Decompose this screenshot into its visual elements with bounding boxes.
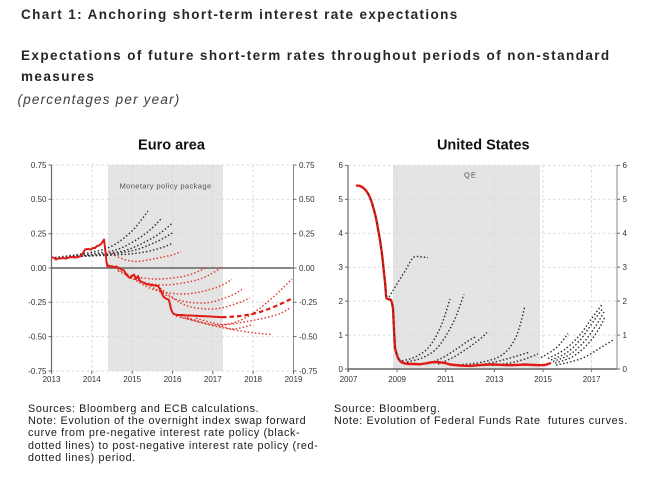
svg-text:2015: 2015 — [534, 375, 552, 384]
svg-text:2014: 2014 — [83, 375, 101, 384]
svg-text:0.75: 0.75 — [31, 161, 47, 170]
svg-text:2013: 2013 — [43, 375, 61, 384]
svg-text:1: 1 — [339, 331, 344, 340]
svg-text:0: 0 — [339, 365, 344, 374]
svg-text:0.75: 0.75 — [299, 161, 315, 170]
svg-text:4: 4 — [339, 229, 344, 238]
svg-text:0.00: 0.00 — [299, 264, 315, 273]
svg-text:2018: 2018 — [244, 375, 262, 384]
svg-text:-0.75: -0.75 — [28, 367, 47, 376]
svg-text:2: 2 — [623, 297, 628, 306]
svg-text:Monetary policy package: Monetary policy package — [119, 182, 211, 191]
svg-text:United States: United States — [437, 138, 530, 154]
svg-text:2019: 2019 — [285, 375, 303, 384]
svg-text:QE: QE — [464, 171, 477, 180]
svg-text:2017: 2017 — [583, 375, 601, 384]
svg-text:2: 2 — [339, 297, 344, 306]
svg-text:3: 3 — [623, 263, 628, 272]
svg-text:2016: 2016 — [164, 375, 182, 384]
svg-text:0.50: 0.50 — [31, 195, 47, 204]
svg-text:-0.25: -0.25 — [28, 298, 47, 307]
svg-text:6: 6 — [623, 161, 628, 170]
svg-text:1: 1 — [623, 331, 628, 340]
svg-text:5: 5 — [623, 195, 628, 204]
svg-text:-0.50: -0.50 — [299, 332, 318, 341]
svg-text:0.25: 0.25 — [31, 230, 47, 239]
svg-text:4: 4 — [623, 229, 628, 238]
svg-text:-0.50: -0.50 — [28, 332, 47, 341]
svg-text:2007: 2007 — [340, 375, 358, 384]
svg-text:2011: 2011 — [437, 375, 455, 384]
svg-text:-0.75: -0.75 — [299, 367, 318, 376]
svg-text:-0.25: -0.25 — [299, 298, 318, 307]
svg-text:Euro area: Euro area — [138, 138, 206, 154]
svg-text:0.25: 0.25 — [299, 230, 315, 239]
svg-text:2009: 2009 — [388, 375, 406, 384]
svg-text:2017: 2017 — [204, 375, 222, 384]
svg-text:0.50: 0.50 — [299, 195, 315, 204]
svg-text:2015: 2015 — [123, 375, 141, 384]
svg-text:3: 3 — [339, 263, 344, 272]
svg-text:0.00: 0.00 — [31, 264, 47, 273]
svg-text:5: 5 — [339, 195, 344, 204]
svg-text:0: 0 — [623, 365, 628, 374]
svg-text:2013: 2013 — [486, 375, 504, 384]
svg-text:6: 6 — [339, 161, 344, 170]
